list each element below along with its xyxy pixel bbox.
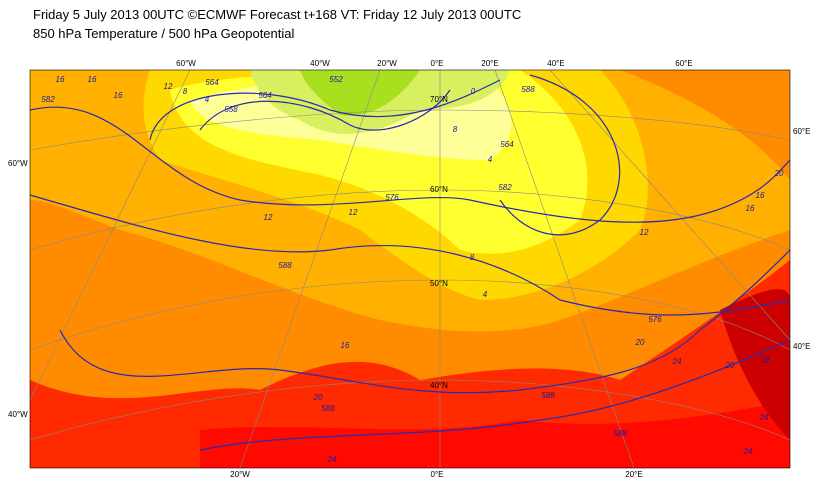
contour-label: 588 xyxy=(321,404,335,413)
contour-label: 16 xyxy=(746,204,755,213)
contour-label: 564 xyxy=(500,140,514,149)
lon-label: 0°E xyxy=(431,59,444,68)
contour-label: 12 xyxy=(640,228,649,237)
contour-label: 576 xyxy=(648,315,662,324)
parallel-label: 60°N xyxy=(430,185,448,194)
contour-label: 24 xyxy=(760,356,770,365)
lat-label: 40°E xyxy=(793,342,810,351)
contour-label: 12 xyxy=(264,213,273,222)
parallel-label: 50°N xyxy=(430,279,448,288)
contour-label: 588 xyxy=(613,429,627,438)
contour-label: 24 xyxy=(327,455,337,464)
lon-label: 20°E xyxy=(481,59,498,68)
subtitle: 850 hPa Temperature / 500 hPa Geopotenti… xyxy=(33,26,295,41)
contour-label: 20 xyxy=(635,338,645,347)
contour-label: 12 xyxy=(164,82,173,91)
contour-label: 20 xyxy=(774,169,784,178)
contour-label: 582 xyxy=(41,95,55,104)
contour-label: 588 xyxy=(541,391,555,400)
lon-label: 0°E xyxy=(431,470,444,479)
contour-label: 24 xyxy=(743,447,753,456)
lat-label: 60°E xyxy=(793,127,810,136)
contour-label: 564 xyxy=(258,91,272,100)
parallel-label: 70°N xyxy=(430,95,448,104)
lon-label: 60°E xyxy=(675,59,692,68)
contour-label: 588 xyxy=(521,85,535,94)
contour-label: 16 xyxy=(56,75,65,84)
contour-label: 4 xyxy=(488,155,493,164)
contour-label: 8 xyxy=(183,87,188,96)
contour-label: 558 xyxy=(224,105,238,114)
contour-label: 552 xyxy=(329,75,343,84)
contour-label: 20 xyxy=(313,393,323,402)
contour-label: 20 xyxy=(725,361,735,370)
contour-label: 0 xyxy=(471,87,476,96)
contour-label: 16 xyxy=(114,91,123,100)
lon-label: 60°W xyxy=(176,59,196,68)
lat-label: 60°W xyxy=(8,159,28,168)
contour-label: 4 xyxy=(483,290,488,299)
lon-label: 20°W xyxy=(377,59,397,68)
lon-label: 20°W xyxy=(230,470,250,479)
graticule-labels: 60°W 40°W 20°W 0°E 20°E 40°E 60°E 20°W 0… xyxy=(8,59,810,479)
contour-label: 24 xyxy=(759,413,769,422)
contour-label: 24 xyxy=(672,357,682,366)
lon-label: 20°E xyxy=(625,470,642,479)
contour-label: 4 xyxy=(205,95,210,104)
lon-label: 40°E xyxy=(547,59,564,68)
parallel-label: 40°N xyxy=(430,381,448,390)
lon-label: 40°W xyxy=(310,59,330,68)
contour-label: 588 xyxy=(278,261,292,270)
title: Friday 5 July 2013 00UTC ©ECMWF Forecast… xyxy=(33,7,521,22)
contour-label: 16 xyxy=(756,191,765,200)
contour-label: 576 xyxy=(385,193,399,202)
map xyxy=(30,70,790,468)
contour-label: 12 xyxy=(349,208,358,217)
contour-label: 564 xyxy=(205,78,219,87)
lat-label: 40°W xyxy=(8,410,28,419)
contour-label: 8 xyxy=(470,253,475,262)
contour-label: 16 xyxy=(341,341,350,350)
contour-label: 582 xyxy=(498,183,512,192)
contour-label: 8 xyxy=(453,125,458,134)
contour-label: 16 xyxy=(88,75,97,84)
